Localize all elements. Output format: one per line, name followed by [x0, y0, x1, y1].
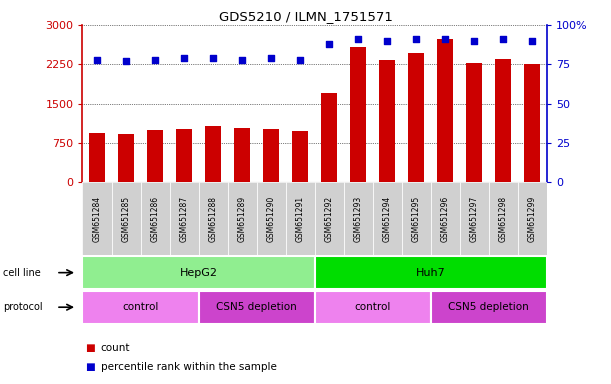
Text: GSM651299: GSM651299 [528, 196, 537, 242]
Bar [89, 132, 105, 182]
Bar [466, 63, 482, 182]
Bar [402, 182, 431, 255]
Text: GSM651284: GSM651284 [92, 196, 101, 242]
Point [121, 58, 131, 64]
Bar [379, 60, 395, 182]
Bar [205, 126, 221, 182]
Bar [227, 182, 257, 255]
Bar [315, 182, 343, 255]
Bar [431, 182, 459, 255]
Point [527, 38, 537, 44]
Bar [343, 182, 373, 255]
Text: protocol: protocol [3, 302, 43, 312]
Text: control: control [354, 302, 391, 312]
Point [441, 36, 450, 42]
Bar [431, 291, 547, 324]
Bar [147, 130, 163, 182]
Point [92, 56, 102, 63]
Bar [286, 182, 315, 255]
Point [499, 36, 508, 42]
Bar [350, 47, 366, 182]
Point [179, 55, 189, 61]
Bar [112, 182, 141, 255]
Text: ■: ■ [86, 343, 98, 353]
Bar [524, 64, 540, 182]
Point [295, 56, 305, 63]
Text: GSM651287: GSM651287 [180, 196, 189, 242]
Bar [518, 182, 547, 255]
Text: percentile rank within the sample: percentile rank within the sample [101, 362, 277, 372]
Point [237, 56, 247, 63]
Text: GSM651294: GSM651294 [382, 196, 392, 242]
Text: GSM651289: GSM651289 [238, 196, 247, 242]
Bar [82, 182, 111, 255]
Bar [82, 256, 315, 289]
Text: HepG2: HepG2 [180, 268, 218, 278]
Text: GDS5210 / ILMN_1751571: GDS5210 / ILMN_1751571 [219, 10, 392, 23]
Text: GSM651286: GSM651286 [150, 196, 159, 242]
Bar [257, 182, 285, 255]
Bar [460, 182, 489, 255]
Text: GSM651290: GSM651290 [266, 196, 276, 242]
Bar [496, 59, 511, 182]
Text: GSM651292: GSM651292 [324, 196, 334, 242]
Bar [263, 129, 279, 182]
Bar [234, 128, 250, 182]
Text: GSM651285: GSM651285 [122, 196, 131, 242]
Bar [82, 291, 199, 324]
Text: CSN5 depletion: CSN5 depletion [216, 302, 297, 312]
Text: GSM651293: GSM651293 [354, 196, 363, 242]
Text: Huh7: Huh7 [416, 268, 445, 278]
Bar [141, 182, 170, 255]
Bar [199, 291, 315, 324]
Text: CSN5 depletion: CSN5 depletion [448, 302, 529, 312]
Bar [489, 182, 518, 255]
Bar [437, 39, 453, 182]
Text: control: control [122, 302, 159, 312]
Text: ■: ■ [86, 362, 98, 372]
Bar [176, 129, 192, 182]
Point [266, 55, 276, 61]
Bar [118, 134, 134, 182]
Bar [321, 93, 337, 182]
Text: GSM651298: GSM651298 [499, 196, 508, 242]
Text: GSM651288: GSM651288 [208, 196, 218, 242]
Point [411, 36, 421, 42]
Point [208, 55, 218, 61]
Point [469, 38, 479, 44]
Bar [373, 182, 402, 255]
Text: GSM651295: GSM651295 [412, 196, 421, 242]
Point [353, 36, 363, 42]
Bar [408, 53, 424, 182]
Text: GSM651297: GSM651297 [470, 196, 479, 242]
Text: count: count [101, 343, 130, 353]
Text: cell line: cell line [3, 268, 41, 278]
Bar [292, 131, 308, 182]
Text: GSM651296: GSM651296 [441, 196, 450, 242]
Bar [315, 291, 431, 324]
Point [324, 41, 334, 47]
Bar [315, 256, 547, 289]
Text: GSM651291: GSM651291 [296, 196, 305, 242]
Bar [199, 182, 227, 255]
Point [150, 56, 160, 63]
Point [382, 38, 392, 44]
Bar [170, 182, 199, 255]
